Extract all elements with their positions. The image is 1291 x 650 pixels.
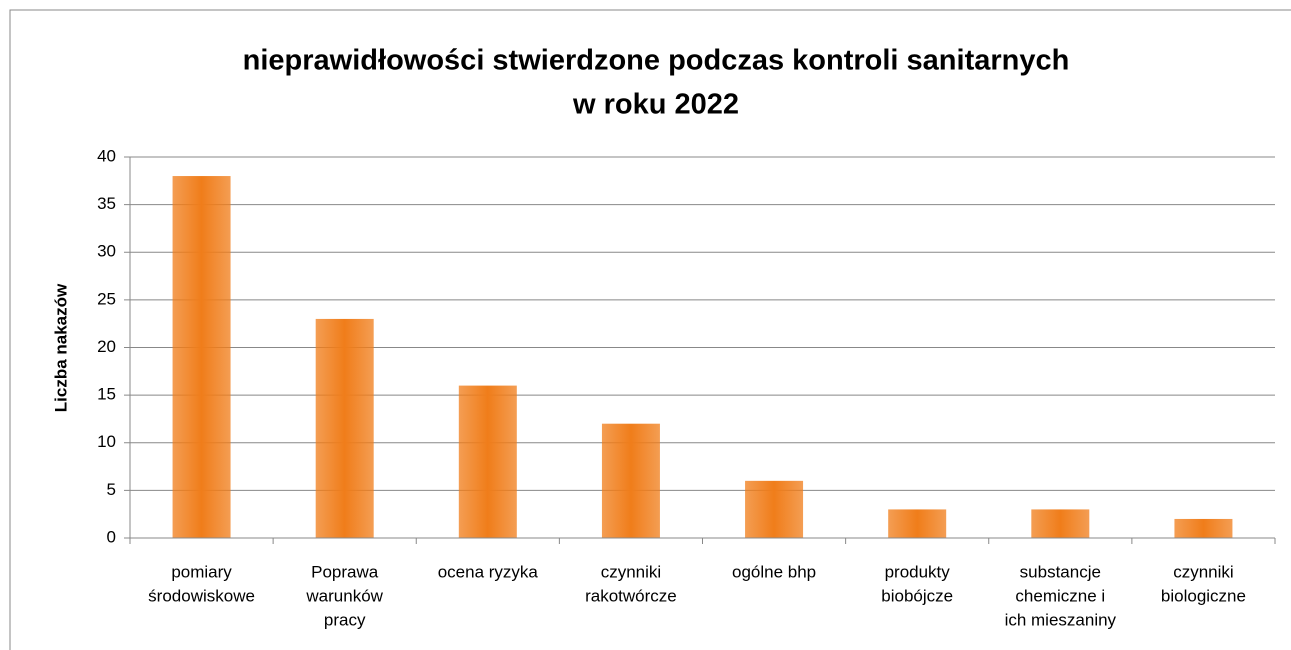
bar	[315, 318, 374, 538]
y-tick-label: 10	[97, 432, 116, 451]
x-tick-label: warunków	[305, 586, 383, 605]
x-tick-label: ich mieszaniny	[1005, 610, 1117, 629]
x-tick-label: Poprawa	[311, 562, 379, 581]
x-tick-label: czynniki	[1173, 562, 1233, 581]
y-axis-label: Liczba nakazów	[51, 283, 70, 412]
x-tick-label: biologiczne	[1161, 586, 1246, 605]
bar	[1031, 509, 1090, 538]
bar	[745, 480, 804, 538]
x-tick-label: pracy	[324, 610, 366, 629]
x-tick-label: ogólne bhp	[732, 562, 816, 581]
bar	[172, 176, 231, 539]
bar	[888, 509, 947, 538]
chart-title: w roku 2022	[572, 89, 739, 121]
x-tick-label: środowiskowe	[148, 586, 255, 605]
bar	[1174, 518, 1233, 538]
y-tick-label: 0	[107, 527, 116, 546]
y-tick-label: 25	[97, 289, 116, 308]
x-tick-label: pomiary	[171, 562, 232, 581]
y-tick-label: 15	[97, 385, 116, 404]
y-tick-label: 20	[97, 337, 116, 356]
x-tick-label: ocena ryzyka	[438, 562, 539, 581]
y-tick-label: 40	[97, 146, 116, 165]
bar	[458, 385, 517, 538]
y-tick-label: 5	[107, 480, 116, 499]
chart-title: nieprawidłowości stwierdzone podczas kon…	[243, 45, 1070, 77]
x-tick-label: chemiczne i	[1015, 586, 1105, 605]
bar	[601, 423, 660, 538]
x-tick-label: produkty	[885, 562, 951, 581]
y-tick-label: 35	[97, 194, 116, 213]
x-tick-label: rakotwórcze	[585, 586, 677, 605]
chart-frame	[9, 9, 1291, 650]
x-tick-label: biobójcze	[881, 586, 953, 605]
x-tick-label: substancje	[1020, 562, 1101, 581]
x-tick-label: czynniki	[601, 562, 661, 581]
y-tick-label: 30	[97, 242, 116, 261]
